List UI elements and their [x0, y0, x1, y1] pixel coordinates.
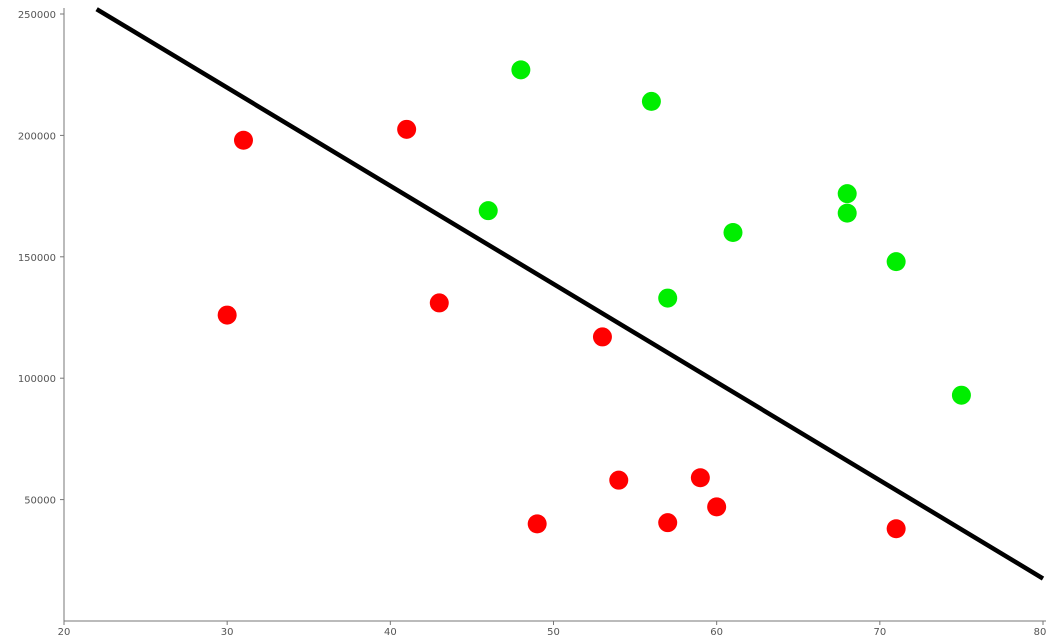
red-data-point	[609, 470, 629, 490]
red-data-point	[592, 327, 612, 347]
points-layer	[217, 60, 971, 539]
y-tick-label: 150000	[18, 253, 56, 264]
red-data-point	[233, 130, 253, 150]
y-tick-label: 50000	[24, 496, 56, 507]
x-tick-label: 30	[221, 627, 234, 638]
red-data-point	[397, 119, 417, 139]
decision-boundary-line	[95, 7, 1045, 581]
green-data-point	[641, 91, 661, 111]
green-data-point	[511, 60, 531, 80]
y-tick-label: 100000	[18, 374, 56, 385]
red-data-point	[217, 305, 237, 325]
y-tick-label: 200000	[18, 131, 56, 142]
red-data-point	[429, 293, 449, 313]
red-data-point	[658, 513, 678, 533]
green-data-point	[723, 223, 743, 243]
x-tick-label: 70	[873, 627, 886, 638]
x-tick-label: 60	[710, 627, 723, 638]
red-data-point	[690, 468, 710, 488]
green-data-point	[951, 385, 971, 405]
red-data-point	[707, 497, 727, 517]
red-data-point	[527, 514, 547, 534]
y-tick-label: 250000	[18, 10, 56, 21]
ticks: 20 30 40 50 60 70 80 50000 100000 150000 200000 250…	[18, 10, 1046, 638]
decision-line-layer	[95, 7, 1045, 581]
green-data-point	[478, 201, 498, 221]
green-data-point	[886, 252, 906, 272]
red-data-point	[886, 519, 906, 539]
x-tick-label: 40	[384, 627, 397, 638]
x-tick-label: 80	[1034, 627, 1046, 638]
x-tick-label: 20	[58, 627, 71, 638]
green-data-point	[837, 184, 857, 204]
x-tick-label: 50	[547, 627, 560, 638]
green-data-point	[837, 203, 857, 223]
green-data-point	[658, 288, 678, 308]
